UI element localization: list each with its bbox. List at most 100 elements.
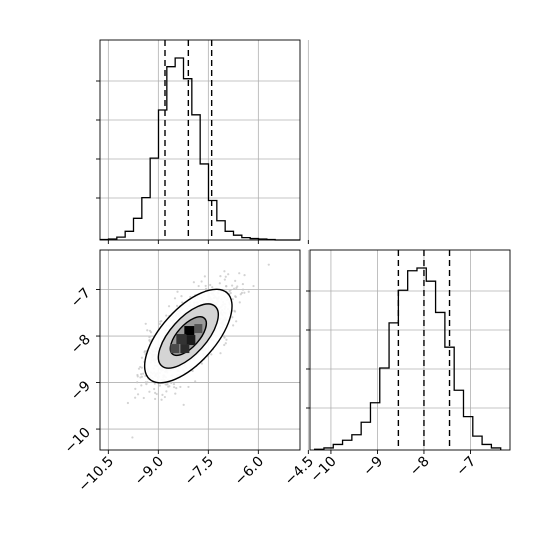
density-cell-4 bbox=[170, 344, 180, 354]
hist2d-xtick-label-2: −7.5 bbox=[182, 454, 217, 489]
scatter-point bbox=[231, 298, 234, 301]
hist2d-xtick-label-0: −10.5 bbox=[76, 454, 118, 496]
scatter-point bbox=[165, 390, 168, 393]
scatter-point bbox=[170, 381, 173, 385]
right-hist-xtick-label-2: −8 bbox=[407, 454, 433, 480]
scatter-point bbox=[247, 290, 250, 293]
scatter-point bbox=[154, 391, 157, 394]
scatter-point bbox=[148, 390, 151, 393]
scatter-point bbox=[231, 284, 234, 287]
marks-layer bbox=[99, 40, 502, 450]
scatter-point bbox=[211, 286, 214, 289]
scatter-point bbox=[161, 393, 164, 396]
scatter-point bbox=[191, 369, 194, 373]
scatter-point bbox=[142, 372, 145, 375]
scatter-point bbox=[167, 305, 171, 308]
hist2d-ytick-label-0: −10 bbox=[62, 425, 94, 457]
scatter-point bbox=[144, 322, 147, 325]
scatter-point bbox=[165, 314, 168, 317]
scatter-point bbox=[131, 436, 134, 439]
scatter-point bbox=[181, 301, 184, 304]
hist2d-ytick-label-3: −7 bbox=[68, 285, 94, 311]
scatter-point bbox=[175, 304, 179, 307]
hist2d-ytick-label-2: −8 bbox=[68, 332, 94, 358]
scatter-point bbox=[252, 284, 255, 288]
scatter-point bbox=[238, 301, 241, 304]
density-cell-1 bbox=[176, 334, 187, 345]
right-hist-xtick-label-0: −10 bbox=[308, 454, 340, 486]
scatter-point bbox=[145, 383, 148, 386]
scatter-point bbox=[153, 387, 156, 391]
scatter-point bbox=[175, 387, 178, 390]
scatter-point bbox=[176, 290, 179, 293]
scatter-point bbox=[174, 392, 177, 395]
scatter-point bbox=[136, 381, 139, 384]
scatter-point bbox=[223, 278, 226, 281]
right-hist-step bbox=[314, 267, 502, 450]
scatter-point bbox=[173, 386, 176, 389]
scatter-point bbox=[218, 282, 221, 285]
right-hist-xtick-label-1: −9 bbox=[360, 454, 386, 480]
scatter-point bbox=[234, 295, 237, 299]
scatter-point bbox=[194, 380, 197, 383]
density-cell-3 bbox=[194, 324, 203, 334]
scatter-point bbox=[236, 285, 239, 288]
scatter-point bbox=[146, 381, 149, 384]
scatter-point bbox=[142, 396, 145, 400]
scatter-point bbox=[225, 338, 228, 341]
scatter-point bbox=[148, 340, 151, 343]
labels-layer: −10.5 −9.0 −7.5 −6.0 −4.5−10−9−8−7−10 −9 −8 −7 bbox=[62, 285, 480, 495]
scatter-point bbox=[210, 353, 213, 356]
scatter-point bbox=[223, 270, 226, 273]
scatter-point bbox=[155, 392, 158, 396]
scatter-point bbox=[219, 352, 222, 355]
scatter-point bbox=[159, 320, 162, 323]
scatter-point bbox=[267, 263, 270, 266]
scatter-point bbox=[154, 397, 157, 401]
scatter-point bbox=[239, 293, 242, 296]
scatter-point bbox=[143, 350, 146, 354]
scatter-point bbox=[160, 398, 163, 401]
scatter-point bbox=[153, 382, 156, 385]
scatter-point bbox=[163, 395, 166, 399]
scatter-point bbox=[182, 403, 185, 406]
scatter-point bbox=[148, 336, 151, 339]
scatter-point bbox=[241, 282, 244, 286]
scatter-point bbox=[165, 383, 168, 386]
scatter-point bbox=[134, 396, 137, 399]
scatter-point bbox=[158, 384, 161, 387]
scatter-point bbox=[173, 297, 177, 300]
scatter-point bbox=[222, 335, 226, 338]
right-hist-xtick-label-3: −7 bbox=[453, 454, 479, 480]
frame-layer bbox=[96, 39, 511, 454]
scatter-point bbox=[144, 381, 147, 384]
scatter-point bbox=[140, 375, 144, 378]
scatter-point bbox=[179, 385, 182, 389]
scatter-point bbox=[200, 280, 203, 283]
scatter-point bbox=[148, 329, 152, 332]
scatter-point bbox=[238, 272, 241, 275]
scatter-point bbox=[229, 288, 232, 292]
scatter-point bbox=[235, 320, 238, 323]
scatter-point bbox=[146, 329, 149, 332]
scatter-point bbox=[204, 284, 207, 288]
scatter-point bbox=[192, 281, 195, 284]
density-cell-5 bbox=[180, 344, 190, 354]
scatter-point bbox=[224, 275, 227, 278]
scatter-point bbox=[243, 274, 246, 277]
scatter-point bbox=[232, 287, 236, 290]
scatter-point bbox=[139, 365, 142, 369]
scatter-point bbox=[209, 283, 212, 287]
scatter-point bbox=[140, 373, 143, 376]
scatter-point bbox=[243, 291, 246, 294]
hist2d-xtick-label-1: −9.0 bbox=[132, 454, 167, 489]
right-hist-frame bbox=[309, 249, 511, 451]
scatter-point bbox=[187, 385, 190, 389]
grid-layer bbox=[100, 40, 510, 450]
scatter-point bbox=[158, 322, 161, 326]
scatter-point bbox=[140, 356, 144, 359]
scatter-point bbox=[134, 387, 137, 390]
hist2d-frame bbox=[99, 249, 301, 451]
